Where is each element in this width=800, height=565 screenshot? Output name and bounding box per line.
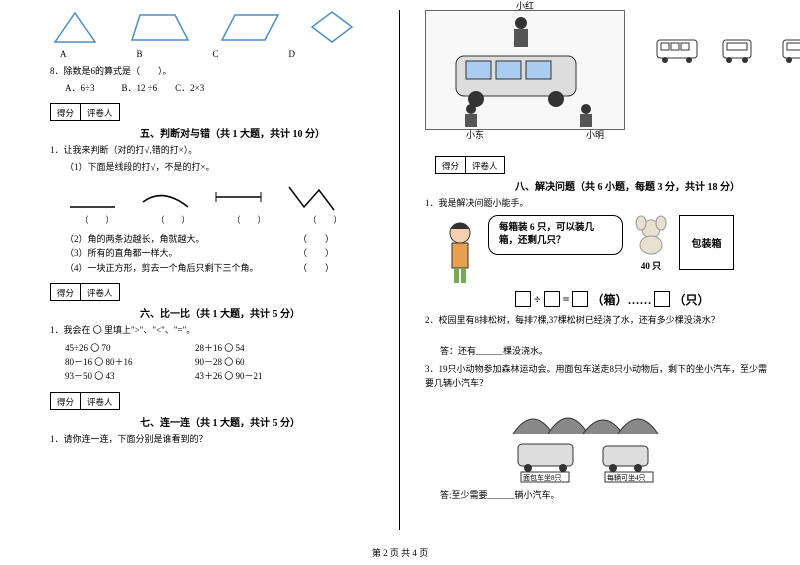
section-5-q1: 1．让我来判断（对的打√,错的打×）。: [50, 144, 384, 158]
eq-sign: =: [563, 292, 570, 307]
scene-svg: [426, 11, 624, 129]
formula-result-2: [654, 291, 670, 307]
compare-item: 28＋16 〇 54: [195, 341, 325, 355]
compare-item: 93－50 〇 43: [65, 369, 195, 383]
diamond-shape: [310, 10, 355, 45]
question-8-options: A．6÷3 B．12 ÷6 C．2×3: [65, 82, 384, 96]
label-a: A: [60, 49, 67, 59]
section-8-q1: 1．我是解决问题小能手。: [425, 197, 770, 211]
section-5-q1-2: （2）角的两条边越长，角就越大。（ ）: [65, 232, 384, 246]
toy-icon: [631, 215, 671, 255]
grader-cell: 评卷人: [465, 156, 505, 174]
answer-2: 答：还有______棵没浇水。: [440, 344, 770, 357]
compare-item: 90－28 〇 60: [195, 355, 325, 369]
compare-item: 43＋26 〇 90－21: [195, 369, 325, 383]
question-8: 8．除数是6的算式是（ ）。: [50, 65, 384, 79]
bus-views: [655, 35, 800, 65]
paren-3: （ ）: [232, 214, 266, 226]
trapezoid-shape: [130, 10, 190, 45]
compare-item: 45÷26 〇 70: [65, 341, 195, 355]
score-cell: 得分: [50, 392, 81, 410]
section-8-title: 八、解决问题（共 6 小题，每题 3 分，共计 18 分）: [515, 178, 770, 193]
section-5-q1-3: （3）所有的直角都一样大。（ ）: [65, 246, 384, 260]
section-6-q1: 1．我会在 〇 里填上">"、"<"、"="。: [50, 324, 384, 338]
speech-bubble: 每箱装 6 只，可以装几箱，还剩几只？: [488, 215, 623, 256]
section-7-q1: 1．请你连一连，下面分别是谁看到的？: [50, 433, 384, 447]
section-7-title: 七、连一连（共 1 大题，共计 5 分）: [140, 414, 384, 429]
package-box: 包装箱: [679, 215, 734, 270]
segment-1: [65, 182, 120, 212]
section-8-q2: 2．校园里有8排松树，每排7棵,37棵松树已经浇了水，还有多少棵没浇水？: [425, 314, 770, 328]
compare-item: 80－16 〇 80＋16: [65, 355, 195, 369]
scene-illustration: 小红 小东 小明: [425, 10, 625, 130]
div-sign: ÷: [534, 292, 541, 307]
paren-row: （ ） （ ） （ ） （ ）: [80, 214, 384, 226]
paren-4: （ ）: [308, 214, 342, 226]
bus-back-view: [775, 35, 800, 65]
section-5-q1-1: （1）下面是线段的打√，不是的打×。: [65, 161, 384, 175]
score-box-5: 得分 评卷人: [50, 103, 384, 121]
right-column: 小红 小东 小明: [400, 10, 770, 530]
toy-count: 40 只: [631, 259, 671, 272]
left-column: A B C D 8．除数是6的算式是（ ）。 A．6÷3 B．12 ÷6 C．2…: [30, 10, 400, 530]
grader-cell: 评卷人: [80, 283, 120, 301]
bus-front-view: [715, 35, 760, 65]
page-number: 第 2 页 共 4 页: [0, 546, 800, 559]
park-label-right: 每辆可坐4只: [607, 473, 646, 482]
paren-2: （ ）: [156, 214, 190, 226]
forest-park-illustration: 面包车坐8只 每辆可坐4只: [503, 394, 683, 484]
section-8-q3: 3．19只小动物参加森林运动会。用面包车送走8只小动物后，剩下的坐小汽车，至少需…: [425, 363, 770, 390]
grader-cell: 评卷人: [80, 103, 120, 121]
segment-4: [284, 182, 339, 212]
triangle-shape: [50, 10, 100, 45]
question-7-shapes: [30, 10, 384, 45]
shape-labels-row: A B C D: [30, 49, 384, 59]
section-5-q1-4: （4）一块正方形，剪去一个角后只剩下三个角。（ ）: [65, 261, 384, 275]
label-d: D: [289, 49, 296, 59]
formula-operand-2: [544, 291, 560, 307]
section-5-title: 五、判断对与错（共 1 大题，共计 10 分）: [140, 125, 384, 140]
paren-1: （ ）: [80, 214, 114, 226]
answer-3: 答:至少需要______辆小汽车。: [440, 488, 770, 501]
formula-row: ÷ = （箱）…… （只）: [515, 291, 770, 308]
formula-operand-1: [515, 291, 531, 307]
parallelogram-shape: [220, 10, 280, 45]
section-6-title: 六、比一比（共 1 大题，共计 5 分）: [140, 305, 384, 320]
label-b: B: [137, 49, 143, 59]
compare-grid: 45÷26 〇 7028＋16 〇 54 80－16 〇 80＋1690－28 …: [65, 341, 384, 384]
line-segments-row: [65, 182, 384, 212]
boy-icon: [440, 215, 480, 285]
label-c: C: [213, 49, 219, 59]
grader-cell: 评卷人: [80, 392, 120, 410]
score-cell: 得分: [50, 103, 81, 121]
label-xiaohong: 小红: [516, 0, 534, 12]
label-xiaodong: 小东: [466, 128, 484, 141]
score-box-6: 得分 评卷人: [50, 283, 384, 301]
score-cell: 得分: [435, 156, 466, 174]
park-label-left: 面包车坐8只: [523, 473, 562, 482]
score-cell: 得分: [50, 283, 81, 301]
unit-box: （箱）……: [591, 291, 651, 308]
segment-3: [211, 182, 266, 212]
problem-1-row: 每箱装 6 只，可以装几箱，还剩几只？ 40 只 包装箱: [440, 215, 770, 285]
label-xiaoming: 小明: [586, 128, 604, 141]
unit-rem: （只）: [673, 291, 709, 308]
score-box-7: 得分 评卷人: [50, 392, 384, 410]
segment-2: [138, 182, 193, 212]
formula-result-1: [572, 291, 588, 307]
bus-side-view: [655, 35, 700, 65]
score-box-8: 得分 评卷人: [435, 156, 770, 174]
